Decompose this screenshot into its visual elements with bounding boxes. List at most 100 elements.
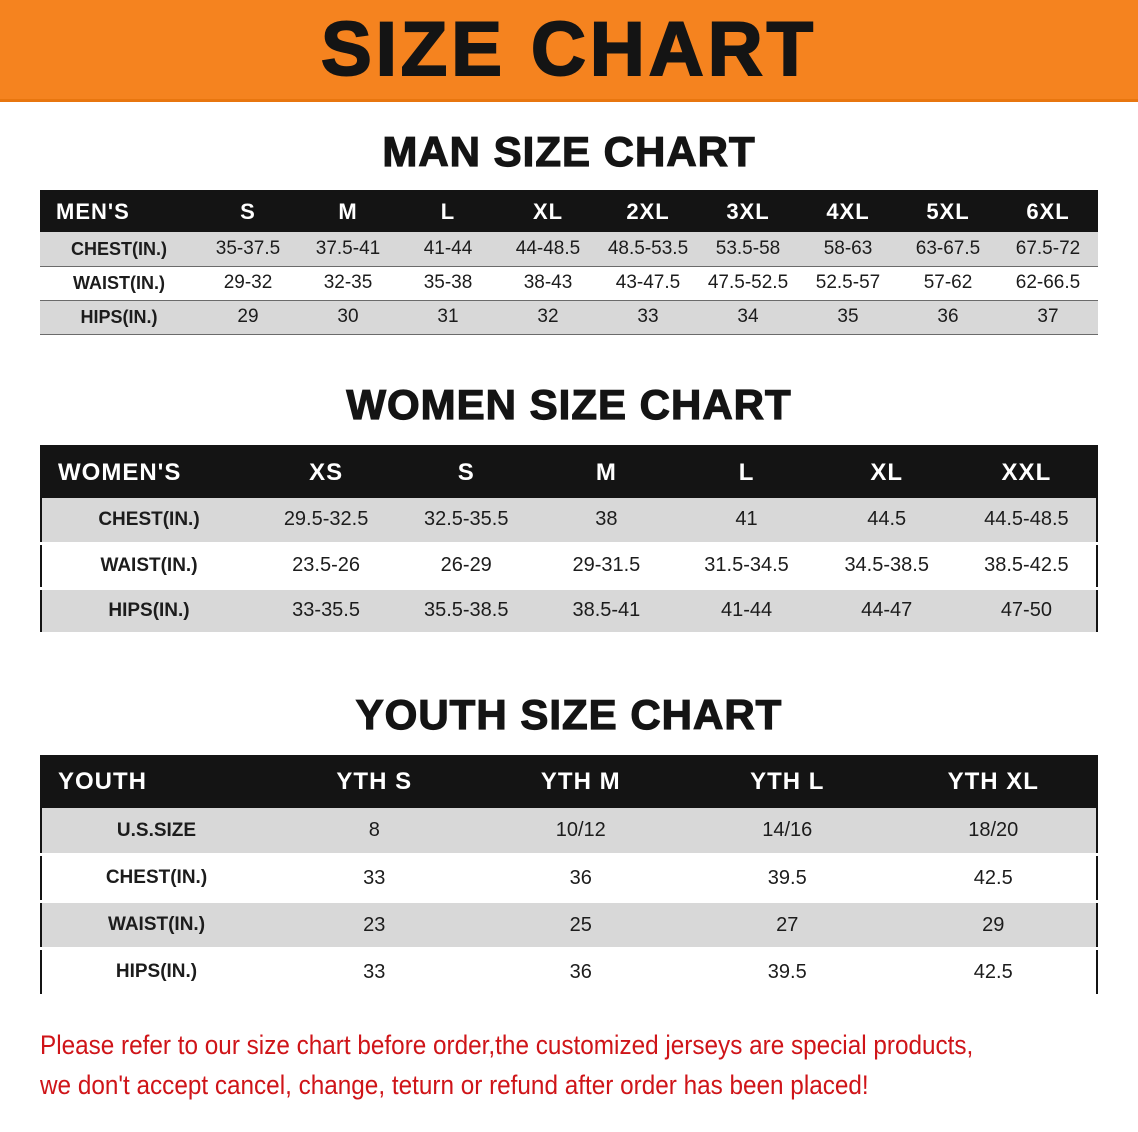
measurement-value: 18/20 [890, 807, 1097, 857]
size-column-header: YTH XL [890, 755, 1097, 808]
measurement-value: 32 [498, 300, 598, 335]
size-column-header: YTH S [271, 755, 478, 808]
measurement-value: 44.5-48.5 [956, 498, 1097, 545]
measurement-value: 30 [298, 300, 398, 335]
measurement-value: 31 [398, 300, 498, 335]
size-column-header: 6XL [998, 191, 1098, 233]
table-header-row: YOUTH YTH S YTH M YTH L YTH XL [41, 755, 1097, 808]
measurement-value: 42.5 [890, 854, 1097, 904]
measurement-value: 34 [698, 300, 798, 335]
measurement-value: 41-44 [398, 232, 498, 267]
measurement-value: 32.5-35.5 [396, 498, 537, 545]
measurement-value: 29-31.5 [536, 543, 677, 590]
measurement-value: 29 [890, 901, 1097, 951]
measurement-value: 62-66.5 [998, 266, 1098, 301]
men-section-heading: MAN SIZE CHART [382, 127, 756, 175]
measurement-value: 43-47.5 [598, 266, 698, 301]
women-size-table: WOMEN'S XS S M L XL XXL CHEST(IN.) 29.5-32.5 32.5… [40, 445, 1098, 635]
size-column-header: 3XL [698, 191, 798, 233]
measurement-value: 38.5-42.5 [956, 543, 1097, 590]
measurement-value: 44-47 [816, 588, 957, 635]
measurement-value: 31.5-34.5 [676, 543, 817, 590]
measurement-value: 35-37.5 [198, 232, 298, 267]
measurement-value: 35-38 [398, 266, 498, 301]
measurement-value: 34.5-38.5 [816, 543, 957, 590]
size-column-header: S [198, 191, 298, 233]
measurement-value: 32-35 [298, 266, 398, 301]
measurement-label: CHEST(IN.) [40, 232, 198, 267]
table-row: WAIST(IN.) 29-32 32-35 35-38 38-43 43-47.5 47.… [40, 266, 1098, 301]
size-column-header: L [676, 446, 817, 499]
youth-size-section: YOUTH SIZE CHART YOUTH YTH S YTH M YTH L YTH… [0, 690, 1138, 998]
measurement-value: 10/12 [477, 807, 684, 857]
measurement-value: 29.5-32.5 [256, 498, 397, 545]
size-column-header: 5XL [898, 191, 998, 233]
measurement-label: U.S.SIZE [41, 807, 271, 857]
measurement-value: 23.5-26 [256, 543, 397, 590]
notice-line-1: Please refer to our size chart before or… [40, 1030, 974, 1061]
measurement-value: 26-29 [396, 543, 537, 590]
measurement-value: 33 [271, 854, 478, 904]
measurement-value: 42.5 [890, 948, 1097, 998]
measurement-value: 57-62 [898, 266, 998, 301]
measurement-value: 52.5-57 [798, 266, 898, 301]
measurement-value: 38 [536, 498, 677, 545]
table-corner-header: WOMEN'S [41, 446, 256, 499]
measurement-value: 48.5-53.5 [598, 232, 698, 267]
size-column-header: S [396, 446, 537, 499]
table-row: CHEST(IN.) 33 36 39.5 42.5 [41, 854, 1097, 904]
measurement-value: 14/16 [684, 807, 891, 857]
page-title: SIZE CHART [320, 6, 817, 92]
size-column-header: YTH M [477, 755, 684, 808]
size-column-header: M [536, 446, 677, 499]
youth-section-heading: YOUTH SIZE CHART [355, 690, 783, 738]
measurement-value: 63-67.5 [898, 232, 998, 267]
measurement-value: 47.5-52.5 [698, 266, 798, 301]
size-column-header: 2XL [598, 191, 698, 233]
measurement-value: 8 [271, 807, 478, 857]
measurement-label: WAIST(IN.) [41, 543, 256, 590]
table-row: CHEST(IN.) 29.5-32.5 32.5-35.5 38 41 44.5 44.5… [41, 498, 1097, 545]
men-size-section: MAN SIZE CHART MEN'S S M L XL 2XL 3XL 4XL 5XL 6XL… [0, 127, 1138, 335]
measurement-label: WAIST(IN.) [40, 266, 198, 301]
measurement-value: 67.5-72 [998, 232, 1098, 267]
measurement-value: 27 [684, 901, 891, 951]
notice-line-2: we don't accept cancel, change, teturn o… [40, 1070, 869, 1101]
size-chart-page: SIZE CHART MAN SIZE CHART MEN'S S M L XL 2XL 3… [0, 0, 1138, 1105]
measurement-label: HIPS(IN.) [40, 300, 198, 335]
table-header-row: WOMEN'S XS S M L XL XXL [41, 446, 1097, 499]
size-column-header: 4XL [798, 191, 898, 233]
measurement-value: 29-32 [198, 266, 298, 301]
measurement-label: CHEST(IN.) [41, 498, 256, 545]
table-row: WAIST(IN.) 23.5-26 26-29 29-31.5 31.5-34.5 34… [41, 543, 1097, 590]
size-column-header: L [398, 191, 498, 233]
measurement-value: 39.5 [684, 948, 891, 998]
size-column-header: XL [816, 446, 957, 499]
measurement-value: 36 [477, 854, 684, 904]
measurement-value: 44.5 [816, 498, 957, 545]
measurement-value: 38.5-41 [536, 588, 677, 635]
table-row: U.S.SIZE 8 10/12 14/16 18/20 [41, 807, 1097, 857]
table-row: HIPS(IN.) 29 30 31 32 33 34 35 36 37 [40, 300, 1098, 335]
measurement-value: 53.5-58 [698, 232, 798, 267]
measurement-value: 36 [477, 948, 684, 998]
measurement-value: 37.5-41 [298, 232, 398, 267]
size-column-header: XXL [956, 446, 1097, 499]
banner: SIZE CHART [0, 0, 1138, 102]
measurement-value: 33 [598, 300, 698, 335]
women-section-heading: WOMEN SIZE CHART [346, 380, 792, 428]
measurement-value: 58-63 [798, 232, 898, 267]
table-row: HIPS(IN.) 33-35.5 35.5-38.5 38.5-41 41-44 44-… [41, 588, 1097, 635]
table-row: CHEST(IN.) 35-37.5 37.5-41 41-44 44-48.5 48.5… [40, 232, 1098, 267]
size-column-header: XS [256, 446, 397, 499]
youth-size-table: YOUTH YTH S YTH M YTH L YTH XL U.S.SIZE 8 10/12… [40, 754, 1098, 998]
table-header-row: MEN'S S M L XL 2XL 3XL 4XL 5XL 6XL [40, 191, 1098, 233]
measurement-value: 41-44 [676, 588, 817, 635]
measurement-value: 25 [477, 901, 684, 951]
order-notice: Please refer to our size chart before or… [40, 1025, 1138, 1105]
measurement-label: HIPS(IN.) [41, 588, 256, 635]
measurement-value: 29 [198, 300, 298, 335]
table-row: WAIST(IN.) 23 25 27 29 [41, 901, 1097, 951]
measurement-value: 47-50 [956, 588, 1097, 635]
measurement-value: 35.5-38.5 [396, 588, 537, 635]
